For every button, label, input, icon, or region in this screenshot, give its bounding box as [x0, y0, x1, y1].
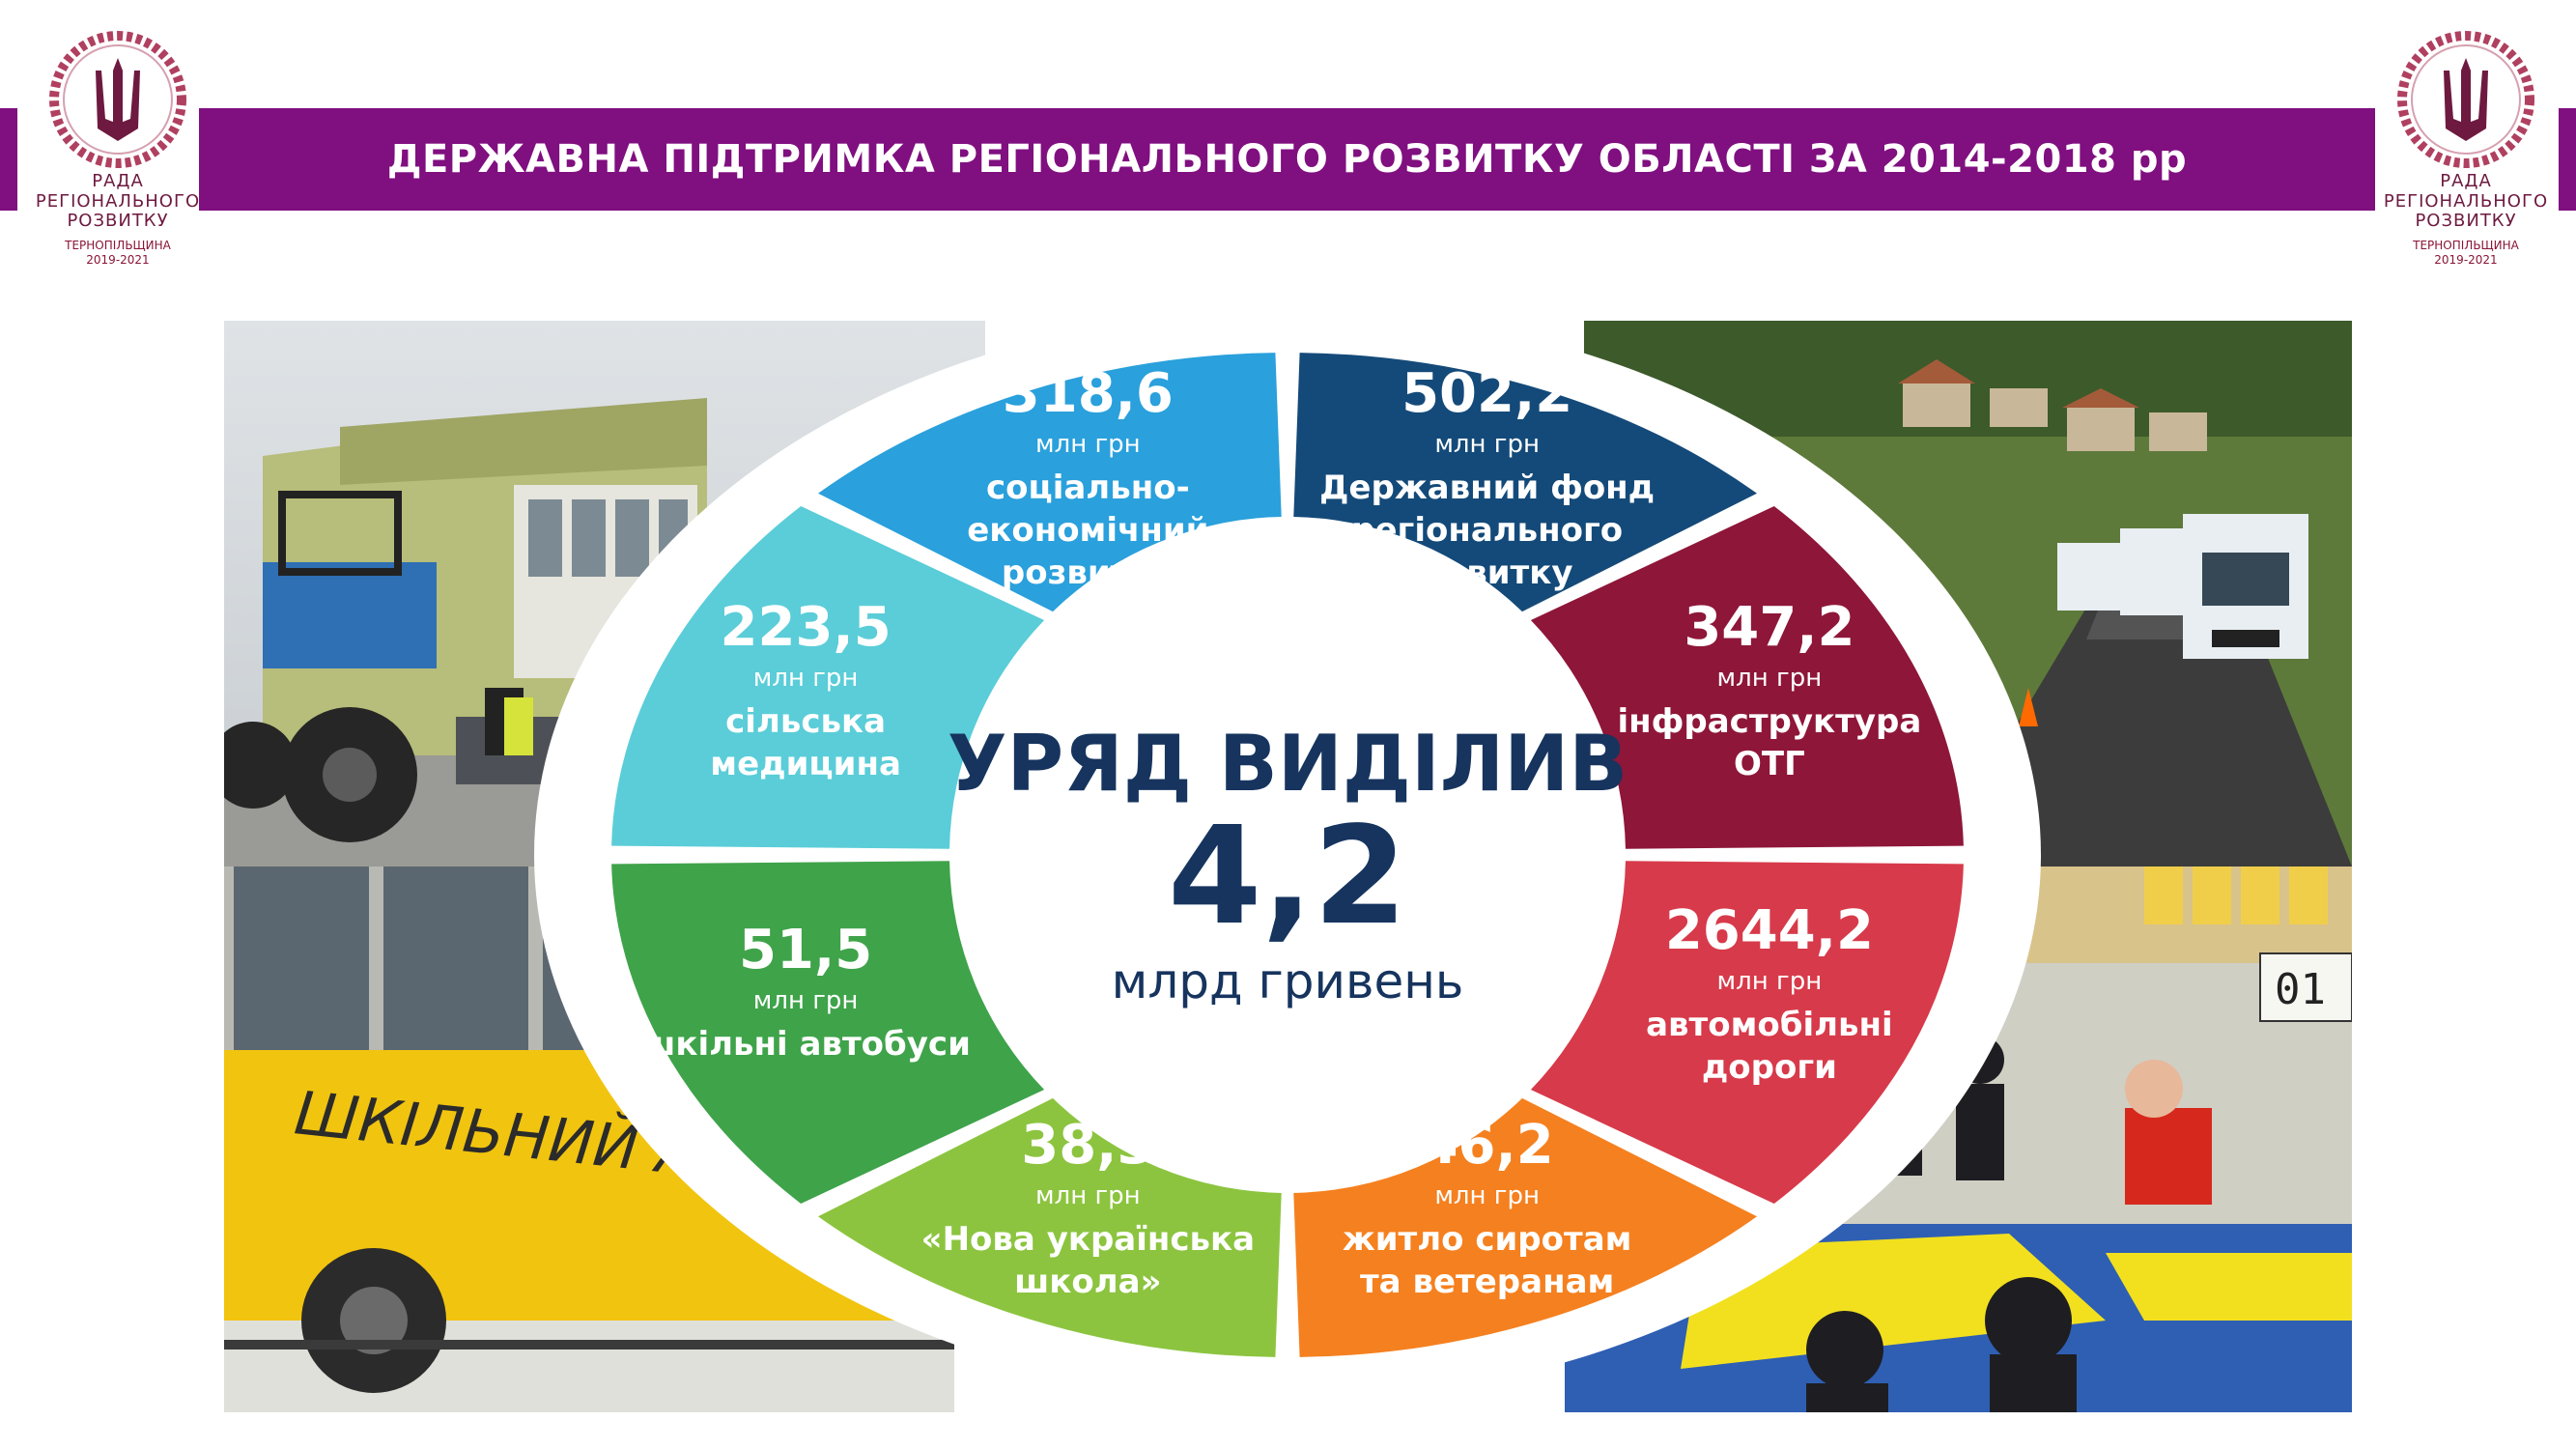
segment-unit: млн грн — [753, 986, 859, 1015]
segment-value: 318,6 — [1003, 362, 1174, 425]
title-accent-left — [0, 108, 17, 211]
segment-value: 51,5 — [739, 919, 872, 981]
segment-label-line: ОТГ — [1734, 745, 1805, 783]
segment-unit: млн грн — [1717, 967, 1823, 996]
logo-line-4: ТЕРНОПІЛЬЩИНА — [65, 239, 171, 253]
segment-new-school — [818, 1097, 1282, 1357]
segment-label-line: шкільні автобуси — [640, 1025, 971, 1064]
segment-label-line: школа» — [1014, 1263, 1161, 1301]
segment-unit: млн грн — [1035, 430, 1141, 459]
title-accent-right — [2559, 108, 2576, 211]
segment-value: 2644,2 — [1665, 899, 1874, 962]
segment-label-line: житло сиротам — [1343, 1220, 1632, 1259]
segment-rural-medicine — [611, 505, 1045, 849]
segment-unit: млн грн — [753, 664, 859, 693]
segment-unit: млн грн — [1035, 1181, 1141, 1210]
segment-label-line: сільська — [725, 702, 886, 741]
segment-unit: млн грн — [1434, 430, 1540, 459]
segment-unit: млн грн — [1717, 664, 1823, 693]
trident-emblem-icon — [2397, 31, 2534, 168]
logo-line-2: РЕГІОНАЛЬНОГО — [35, 190, 201, 212]
segment-label-line: та ветеранам — [1360, 1263, 1614, 1301]
logo-line-3: РОЗВИТКУ — [2415, 211, 2517, 232]
logo-line-3: РОЗВИТКУ — [67, 211, 169, 232]
segment-unit: млн грн — [1434, 1181, 1540, 1210]
logo-line-5: 2019-2021 — [86, 252, 150, 267]
logo-left: РАДА РЕГІОНАЛЬНОГО РОЗВИТКУ ТЕРНОПІЛЬЩИН… — [21, 27, 214, 317]
center-amount: 4,2 — [1168, 798, 1407, 955]
center-disc — [954, 522, 1621, 1188]
segment-housing — [1293, 1097, 1757, 1357]
center-unit: млрд гривень — [1112, 953, 1464, 1009]
page-title: ДЕРЖАВНА ПІДТРИМКА РЕГІОНАЛЬНОГО РОЗВИТК… — [386, 137, 2188, 182]
segment-socio-economic — [818, 353, 1282, 612]
segment-roads — [1530, 861, 1964, 1205]
segment-label-line: соціально- — [986, 469, 1190, 507]
logo-line-4: ТЕРНОПІЛЬЩИНА — [2413, 239, 2519, 253]
segment-value: 502,2 — [1401, 362, 1572, 425]
trident-emblem-icon — [49, 31, 186, 168]
segment-otg-infrastructure — [1530, 505, 1964, 849]
segment-regional-fund — [1293, 353, 1757, 612]
segment-school-buses — [611, 861, 1045, 1205]
logo-right: РАДА РЕГІОНАЛЬНОГО РОЗВИТКУ ТЕРНОПІЛЬЩИН… — [2369, 27, 2562, 317]
title-bar: ДЕРЖАВНА ПІДТРИМКА РЕГІОНАЛЬНОГО РОЗВИТК… — [199, 108, 2375, 211]
logo-line-1: РАДА — [2440, 171, 2492, 191]
center-headline: УРЯД ВИДІЛИВ — [948, 719, 1628, 809]
segment-value: 347,2 — [1684, 596, 1854, 659]
segment-label-line: медицина — [710, 745, 901, 783]
segment-label-line: дороги — [1702, 1048, 1837, 1087]
segment-label-line: інфраструктура — [1618, 702, 1922, 741]
classroom-digits-text: 01 — [2275, 965, 2326, 1014]
segment-label-line: автомобільні — [1646, 1006, 1893, 1044]
logo-line-2: РЕГІОНАЛЬНОГО — [2383, 190, 2549, 212]
segment-label-line: «Нова українська — [921, 1220, 1255, 1259]
segment-value: 223,5 — [721, 596, 892, 659]
logo-line-1: РАДА — [92, 171, 144, 191]
segment-label-line: економічний — [967, 511, 1208, 550]
logo-line-5: 2019-2021 — [2434, 252, 2498, 267]
segment-label-line: Державний фонд — [1319, 469, 1655, 507]
